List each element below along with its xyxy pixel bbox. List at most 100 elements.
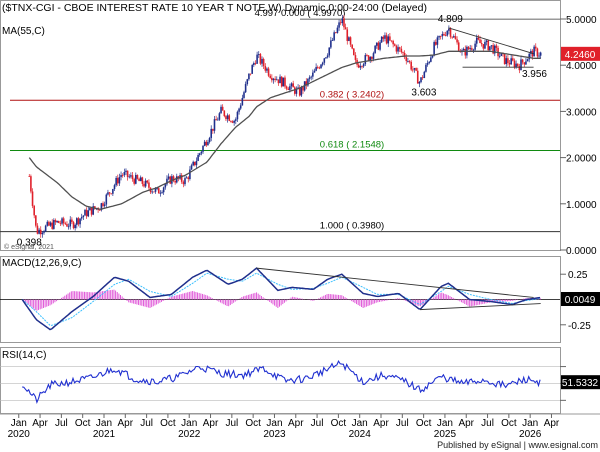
candle-body-312 — [539, 52, 542, 56]
candle-body-275 — [479, 39, 481, 44]
candle-body-80 — [159, 192, 162, 194]
candle-body-222 — [392, 41, 394, 45]
candle-body-166 — [300, 87, 303, 96]
candle-body-220 — [389, 36, 391, 41]
candle-body-54 — [116, 177, 119, 184]
candle-body-279 — [485, 40, 488, 43]
candle-body-185 — [331, 40, 334, 41]
candle-body-137 — [253, 63, 255, 66]
rsi-panel: RSI(14,C) 51.5332 — [0, 350, 600, 404]
candle-body-165 — [298, 87, 301, 96]
candle-body-202 — [359, 66, 362, 68]
candle-body-283 — [492, 45, 494, 54]
candle-body-124 — [231, 121, 234, 123]
candle-body-68 — [139, 177, 142, 182]
x-month-label-4: Oct — [75, 418, 91, 429]
candle-body-118 — [221, 106, 224, 111]
candle-body-72 — [146, 180, 149, 183]
rsi-line — [22, 360, 541, 404]
candle-body-190 — [339, 22, 342, 24]
candle-body-76 — [153, 191, 155, 193]
candle-body-174 — [313, 70, 316, 73]
candle-body-250 — [438, 35, 440, 38]
candle-body-274 — [477, 37, 480, 40]
rsi-value-label: 51.5332 — [562, 378, 599, 389]
candle-body-179 — [321, 62, 324, 65]
candle-body-302 — [523, 62, 526, 65]
candle-body-126 — [234, 119, 237, 121]
candle-body-61 — [128, 176, 131, 178]
candle-body-290 — [503, 54, 506, 65]
candle-body-156 — [284, 77, 286, 87]
candle-body-171 — [308, 77, 311, 79]
candle-body-18 — [57, 220, 60, 223]
candle-body-255 — [446, 30, 449, 36]
candle-body-103 — [197, 155, 199, 161]
candle-body-145 — [266, 68, 268, 71]
x-month-label-14: Apr — [288, 418, 304, 429]
candle-body-79 — [157, 188, 160, 194]
candle-body-206 — [366, 55, 368, 56]
candle-body-205 — [364, 55, 367, 65]
candle-body-16 — [54, 220, 57, 223]
candle-body-73 — [148, 182, 150, 188]
x-month-label-2: Apr — [32, 418, 48, 429]
candle-body-261 — [456, 39, 458, 43]
candle-body-266 — [464, 48, 467, 56]
candle-body-299 — [518, 66, 521, 71]
candle-body-213 — [377, 42, 380, 50]
candle-body-2 — [31, 191, 34, 206]
candle-body-294 — [510, 58, 512, 65]
candle-body-183 — [328, 47, 331, 56]
candle-body-246 — [431, 55, 434, 58]
candle-body-288 — [500, 53, 503, 56]
moving-average — [28, 50, 541, 210]
candle-body-53 — [115, 177, 117, 186]
x-month-label-19: Jul — [396, 418, 409, 429]
candle-body-170 — [307, 78, 309, 86]
candle-body-94 — [182, 181, 185, 185]
macd-value-badge — [561, 292, 600, 307]
candle-body-38 — [90, 207, 93, 215]
candle-body-57 — [121, 175, 124, 176]
candle-body-297 — [515, 63, 517, 68]
candle-body-101 — [194, 161, 196, 166]
candle-body-184 — [330, 40, 332, 48]
candle-body-46 — [103, 204, 106, 206]
candle-body-114 — [215, 119, 217, 121]
x-month-label-13: Jan — [266, 418, 282, 429]
candle-body-209 — [371, 56, 373, 59]
x-month-label-20: Oct — [416, 418, 432, 429]
candle-body-281 — [489, 46, 491, 51]
candle-body-65 — [135, 174, 137, 184]
candle-body-19 — [59, 222, 62, 224]
candle-body-130 — [241, 97, 244, 106]
candle-body-230 — [405, 57, 408, 62]
candle-body-181 — [325, 57, 327, 59]
candle-body-169 — [305, 81, 308, 86]
candle-body-229 — [403, 52, 406, 58]
candle-body-291 — [505, 58, 508, 65]
candle-body-139 — [256, 54, 258, 64]
candle-body-9 — [43, 231, 45, 233]
candle-body-89 — [174, 181, 176, 183]
candle-body-256 — [448, 28, 450, 31]
candle-body-187 — [334, 32, 337, 34]
candle-body-188 — [336, 27, 339, 33]
candle-body-233 — [410, 61, 412, 70]
candle-body-296 — [513, 60, 516, 68]
candle-body-237 — [416, 70, 419, 84]
candle-body-51 — [112, 189, 114, 194]
candle-body-98 — [189, 169, 191, 180]
candle-body-240 — [421, 77, 424, 79]
candle-body-160 — [290, 83, 293, 87]
x-year-label-6: 2026 — [519, 429, 542, 440]
candle-body-308 — [533, 46, 535, 57]
candle-body-243 — [426, 62, 429, 65]
candle-body-207 — [367, 55, 370, 61]
x-month-label-23: Jul — [481, 418, 494, 429]
candle-body-25 — [69, 219, 72, 227]
candle-body-123 — [230, 120, 232, 122]
candle-body-106 — [202, 145, 204, 152]
candle-body-52 — [113, 185, 116, 190]
